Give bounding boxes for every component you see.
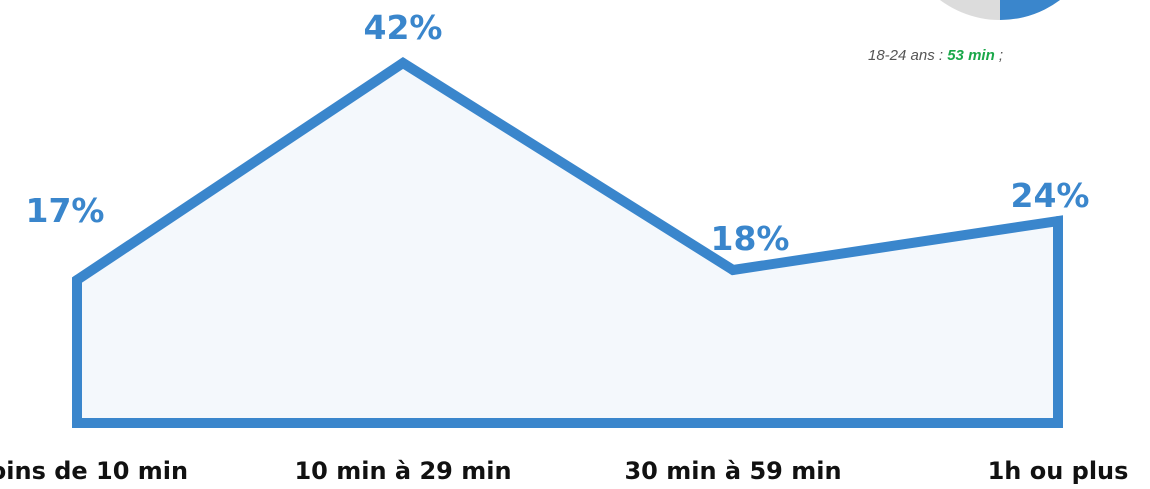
category-label-4: 1h ou plus: [988, 457, 1129, 485]
value-label-1: 17%: [26, 191, 105, 230]
value-label-2: 42%: [364, 8, 443, 47]
value-label-4: 24%: [1011, 176, 1090, 215]
category-label-2: 10 min à 29 min: [294, 457, 511, 485]
note-prefix: 18-24 ans :: [868, 47, 948, 64]
category-label-3: 30 min à 59 min: [624, 457, 841, 485]
data-point-1: [72, 275, 82, 285]
category-label-1: Moins de 10 min: [0, 457, 188, 485]
data-point-4: [1053, 216, 1063, 226]
pie-blue-slice: [1000, 0, 1060, 20]
data-point-2: [398, 58, 408, 68]
note-highlight-value: 53 min: [947, 47, 995, 64]
note-suffix: ;: [994, 47, 1004, 64]
age-group-note: 18-24 ans : 53 min ;: [868, 47, 1003, 64]
area-series: [72, 57, 1063, 428]
value-label-3: 18%: [711, 219, 790, 258]
data-point-3: [728, 265, 738, 275]
